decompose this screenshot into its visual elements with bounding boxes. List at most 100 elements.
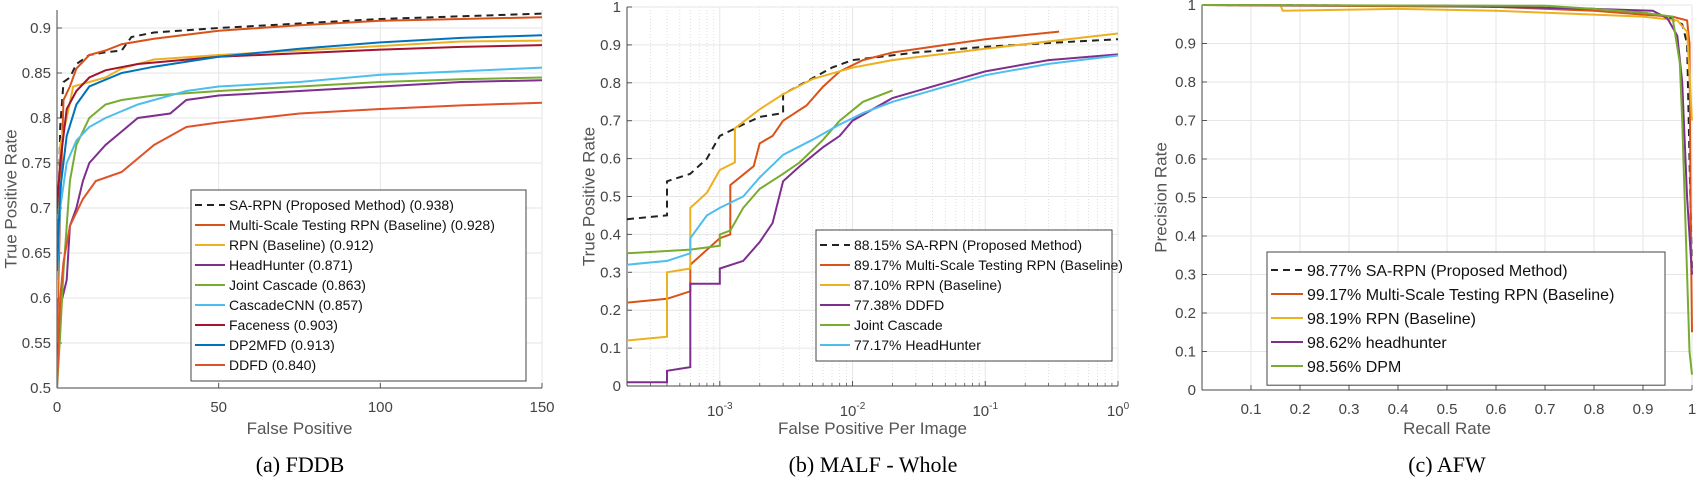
- legend-label: HeadHunter (0.871): [229, 257, 353, 273]
- x-tick-label-base: 10: [972, 403, 989, 420]
- legend-label: 89.17% Multi-Scale Testing RPN (Baseline…: [854, 257, 1123, 273]
- y-tick-label: 1: [1188, 0, 1196, 14]
- y-tick-label: 0.65: [22, 245, 51, 262]
- x-tick-label: 0.7: [1535, 401, 1556, 418]
- y-tick-label: 0.9: [30, 20, 51, 37]
- caption-malf: (b) MALF - Whole: [788, 452, 958, 477]
- legend-label: 98.62% headhunter: [1307, 335, 1447, 352]
- y-tick-label: 0.7: [30, 200, 51, 217]
- y-tick-label: 0.9: [600, 37, 621, 54]
- legend-label: 98.56% DPM: [1307, 359, 1401, 376]
- x-tick-label: 10-3: [707, 401, 733, 420]
- chart-fddb: 0 50 100 150 0.5 0.55 0.6 0.65 0.7 0.75 0.8 0.85 0.9…: [1, 10, 555, 438]
- y-tick-label: 0.4: [1175, 228, 1196, 245]
- y-tick-label: 0.8: [600, 75, 621, 92]
- caption-fddb: (a) FDDB: [255, 452, 345, 477]
- y-tick-label: 0.2: [1175, 305, 1196, 322]
- series-line: [57, 79, 543, 388]
- legend-box: [190, 189, 527, 382]
- x-tick-label-exponent: 0: [1124, 401, 1130, 412]
- chart-malf: 10-3 10-2 10-1 10000.10.20.30.40.50.60.70.8…: [579, 0, 1129, 438]
- x-tick-label-base: 10: [1107, 403, 1124, 420]
- series-line: [627, 53, 1119, 384]
- x-tick-label: 10-2: [840, 401, 866, 420]
- series-line: [627, 32, 1119, 360]
- x-tick-label: 0: [53, 399, 61, 416]
- series-line: [627, 89, 893, 311]
- y-tick-label: 0.85: [22, 65, 51, 82]
- series-line: [627, 54, 1119, 288]
- x-axis-label: Recall Rate: [1403, 419, 1491, 438]
- x-tick-label: 150: [529, 399, 554, 416]
- y-tick-label: 1: [613, 0, 621, 16]
- y-tick-label: 0.8: [1175, 74, 1196, 91]
- y-tick-label: 0.6: [1175, 151, 1196, 168]
- x-tick-label: 50: [210, 399, 227, 416]
- legend-label: CascadeCNN (0.857): [229, 297, 363, 313]
- x-axis-label: False Positive Per Image: [778, 419, 967, 438]
- series-line: [57, 44, 543, 209]
- series-line: [57, 39, 543, 299]
- x-tick-label: 0.5: [1437, 401, 1458, 418]
- legend-label: 88.15% SA-RPN (Proposed Method): [854, 237, 1082, 253]
- y-tick-label: 0.5: [1175, 190, 1196, 207]
- legend-label: 87.10% RPN (Baseline): [854, 277, 1002, 293]
- y-axis-label: True Positive Rate: [1, 129, 20, 268]
- x-tick-label: 0.3: [1339, 401, 1360, 418]
- y-tick-label: 0.5: [600, 189, 621, 206]
- legend-box: [815, 229, 1113, 362]
- legend-label: Faceness (0.903): [229, 317, 338, 333]
- legend-label: RPN (Baseline) (0.912): [229, 237, 374, 253]
- legend-label: SA-RPN (Proposed Method) (0.938): [229, 197, 454, 213]
- legend: SA-RPN (Proposed Method) (0.938) Multi-Sc…: [190, 189, 527, 382]
- y-axis-label: Precision Rate: [1151, 142, 1170, 253]
- chart-afw: 0.1 0.2 0.3 0.4 0.5 0.6 0.7 0.8 0.9 1 0 0.1 0.2 0.3 0.…: [1151, 0, 1696, 438]
- x-tick-label: 100: [1107, 401, 1130, 420]
- y-tick-label: 0.6: [30, 290, 51, 307]
- y-tick-label: 0: [613, 378, 621, 395]
- series-line: [57, 101, 543, 388]
- x-tick-label: 0.4: [1388, 401, 1409, 418]
- y-tick-label: 0.4: [600, 226, 621, 243]
- caption-afw: (c) AFW: [1408, 452, 1486, 477]
- y-tick-label: 0.7: [1175, 113, 1196, 130]
- y-tick-label: 0.5: [30, 380, 51, 397]
- x-tick-label: 0.1: [1241, 401, 1262, 418]
- legend-label: 77.17% HeadHunter: [854, 337, 981, 353]
- x-axis-label: False Positive: [247, 419, 353, 438]
- legend-label: Joint Cascade (0.863): [229, 277, 366, 293]
- series-line: [1202, 4, 1693, 375]
- series-line: [57, 34, 543, 272]
- x-tick-label-base: 10: [840, 403, 857, 420]
- y-tick-label: 0.3: [1175, 267, 1196, 284]
- legend-label: Joint Cascade: [854, 317, 943, 333]
- x-tick-label: 0.2: [1290, 401, 1311, 418]
- x-tick-label: 0.8: [1584, 401, 1605, 418]
- x-tick-label: 1: [1688, 401, 1696, 418]
- legend-box: [1266, 251, 1666, 386]
- x-tick-label-exponent: -1: [989, 401, 998, 412]
- y-tick-label: 0.75: [22, 155, 51, 172]
- y-tick-label: 0.55: [22, 335, 51, 352]
- x-tick-label: 0.9: [1633, 401, 1654, 418]
- y-tick-label: 0.6: [600, 151, 621, 168]
- legend: 88.15% SA-RPN (Proposed Method) 89.17% Mu…: [815, 229, 1123, 362]
- legend-label: 99.17% Multi-Scale Testing RPN (Baseline…: [1307, 287, 1614, 304]
- legend-label: Multi-Scale Testing RPN (Baseline) (0.92…: [229, 217, 495, 233]
- x-tick-label: 100: [368, 399, 393, 416]
- x-tick-label: 10-1: [972, 401, 998, 420]
- x-tick-label-exponent: -3: [724, 401, 733, 412]
- legend-label: DP2MFD (0.913): [229, 337, 335, 353]
- legend-label: 98.19% RPN (Baseline): [1307, 311, 1476, 328]
- x-tick-label-base: 10: [707, 403, 724, 420]
- legend-label: 98.77% SA-RPN (Proposed Method): [1307, 263, 1568, 280]
- y-tick-label: 0.2: [600, 302, 621, 319]
- series-line: [627, 38, 1119, 221]
- y-axis-label: True Positive Rate: [579, 127, 598, 266]
- y-tick-label: 0.9: [1175, 36, 1196, 53]
- legend: 98.77% SA-RPN (Proposed Method) 99.17% Mu…: [1266, 251, 1666, 386]
- series-line: [57, 12, 543, 299]
- legend-label: 77.38% DDFD: [854, 297, 944, 313]
- x-tick-label: 0.6: [1486, 401, 1507, 418]
